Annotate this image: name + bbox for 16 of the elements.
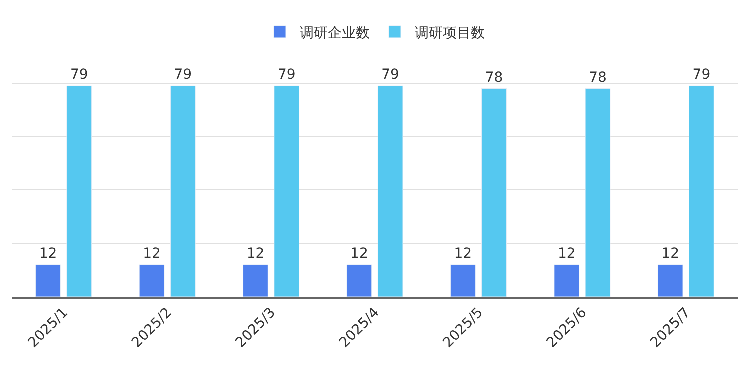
- legend-label: 调研项目数: [415, 25, 485, 42]
- data-label: 78: [485, 70, 504, 86]
- data-label: 79: [70, 67, 88, 84]
- data-label: 12: [39, 246, 58, 262]
- data-label: 79: [174, 67, 192, 84]
- data-label: 12: [662, 246, 680, 262]
- data-label: 12: [558, 246, 576, 262]
- data-label: 79: [278, 67, 296, 84]
- data-label: 12: [246, 246, 265, 262]
- legend-label: 调研企业数: [300, 25, 370, 42]
- data-label: 12: [350, 246, 368, 262]
- data-label: 78: [589, 70, 607, 86]
- data-label: 12: [454, 246, 472, 262]
- data-label: 12: [143, 246, 161, 262]
- data-label: 79: [382, 67, 400, 84]
- data-label: 79: [692, 67, 711, 84]
